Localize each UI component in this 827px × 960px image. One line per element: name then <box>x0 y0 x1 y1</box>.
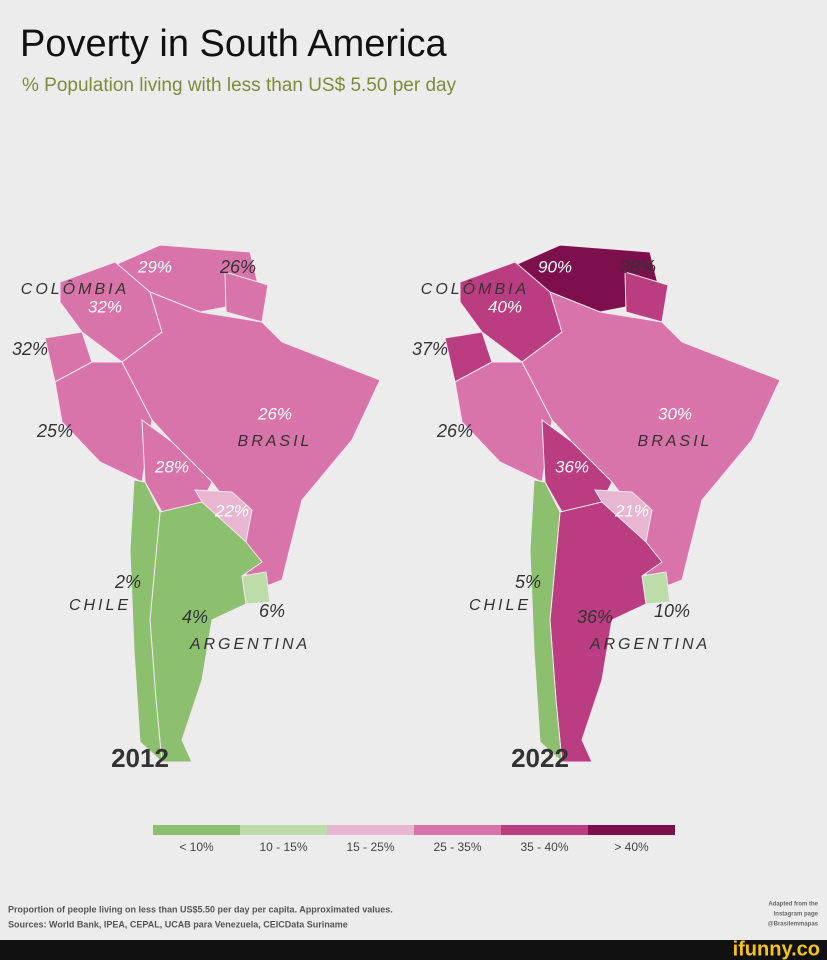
map-label: CHILE <box>69 597 131 614</box>
map-label: 30% <box>658 404 692 423</box>
map-label: 36% <box>577 607 613 627</box>
map-label: COLÔMBIA <box>21 279 129 298</box>
legend-label: 15 - 25% <box>346 840 394 854</box>
country <box>529 479 563 764</box>
map-label: 37% <box>412 339 448 359</box>
map-label: COLÔMBIA <box>421 279 529 298</box>
map-label: 32% <box>88 297 122 316</box>
watermark-bar <box>0 940 827 960</box>
legend-label: > 40% <box>614 840 649 854</box>
map-label: 10% <box>654 601 690 621</box>
country <box>224 271 269 323</box>
map-label: BRASIL <box>238 433 313 450</box>
legend-swatch <box>327 825 414 835</box>
map-label: 38% <box>620 257 656 277</box>
map-label: 29% <box>137 257 172 276</box>
map-label: 5% <box>515 572 541 592</box>
legend-label: 35 - 40% <box>520 840 568 854</box>
subtitle: % Population living with less than US$ 5… <box>22 75 457 96</box>
map-label: 21% <box>614 501 649 520</box>
country <box>149 501 263 763</box>
map-label: 40% <box>488 297 522 316</box>
map-label: 32% <box>12 339 48 359</box>
legend-swatch <box>414 825 501 835</box>
map-label: 28% <box>154 457 189 476</box>
map-label: 26% <box>257 404 292 423</box>
country <box>241 571 271 605</box>
country <box>549 501 663 763</box>
legend-swatch <box>588 825 675 835</box>
legend-label: 25 - 35% <box>433 840 481 854</box>
map-label: 22% <box>214 501 249 520</box>
map-label: 6% <box>259 601 285 621</box>
map-label: BRASIL <box>638 433 713 450</box>
footer-sources: Sources: World Bank, IPEA, CEPAL, UCAB p… <box>8 919 348 929</box>
credit: Instagram page <box>774 912 819 918</box>
map-label: CHILE <box>469 597 531 614</box>
legend-label: 10 - 15% <box>259 840 307 854</box>
map: 29% 26%COLÔMBIA32%32%25%26%BRASIL28%22%2%… <box>12 244 381 773</box>
legend-label: < 10% <box>179 840 214 854</box>
map-label: ARGENTINA <box>189 636 310 653</box>
credit: @Brasilemmapas <box>768 922 819 928</box>
map-label: 90% <box>538 257 572 276</box>
legend-swatch <box>501 825 588 835</box>
map-label: ARGENTINA <box>589 636 710 653</box>
country <box>641 571 671 605</box>
legend-swatch <box>153 825 240 835</box>
map-label: 25% <box>36 421 73 441</box>
year: 2022 <box>511 743 569 773</box>
year: 2012 <box>111 743 169 773</box>
map-label: 2% <box>114 572 141 592</box>
map-label: 26% <box>219 257 256 277</box>
map-label: 36% <box>555 457 589 476</box>
credit: Adapted from the <box>768 902 818 908</box>
country <box>624 271 669 323</box>
map-label: 26% <box>436 421 473 441</box>
legend-swatch <box>240 825 327 835</box>
footer-note: Proportion of people living on less than… <box>8 904 393 914</box>
country <box>129 479 163 764</box>
title: Poverty in South America <box>20 23 448 65</box>
watermark: ifunny.co <box>733 938 820 960</box>
map-label: 4% <box>182 607 208 627</box>
